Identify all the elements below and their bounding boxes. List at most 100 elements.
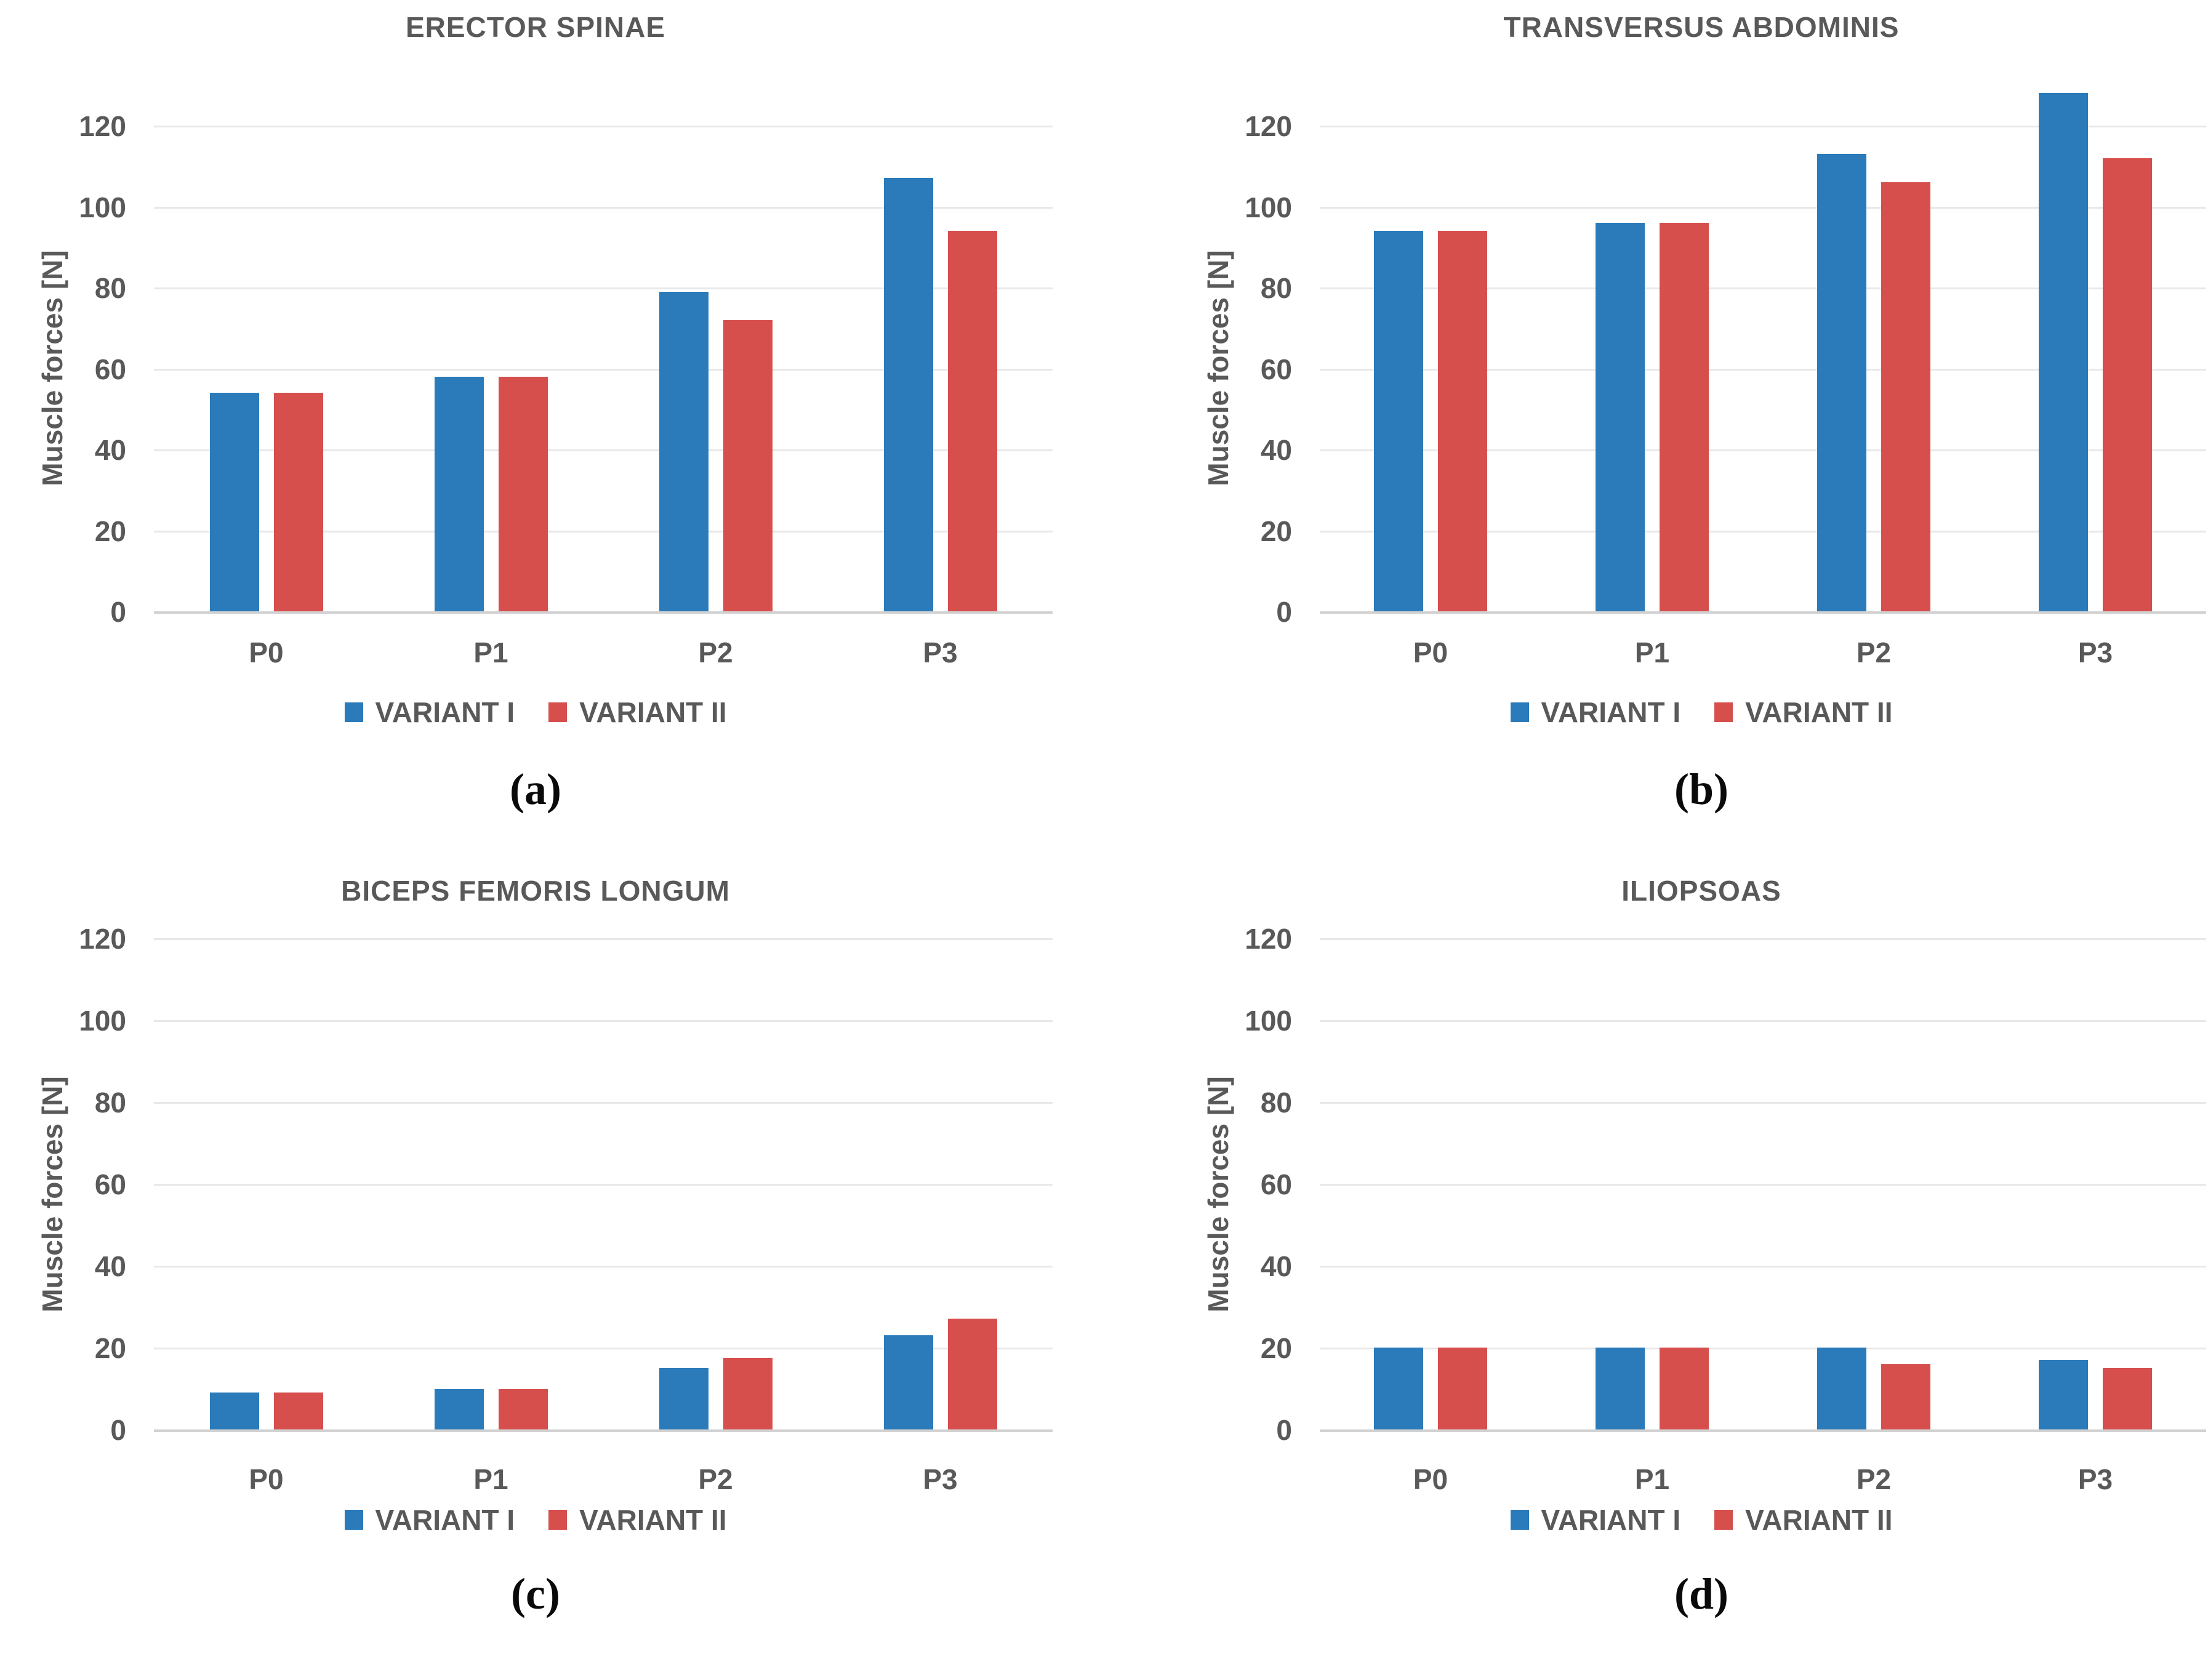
- bar-variant-i-p0: [1374, 1348, 1423, 1429]
- x-category-label: P2: [1856, 1463, 1892, 1495]
- x-category-label: P1: [1634, 637, 1670, 669]
- gridline: [1320, 449, 2206, 451]
- legend-label: VARIANT II: [1745, 696, 1893, 728]
- chart-biceps-femoris-longum: BICEPS FEMORIS LONGUM Muscle forces [N] …: [0, 850, 1104, 1680]
- y-tick-label: 0: [1276, 596, 1292, 628]
- y-tick-label: 80: [94, 272, 126, 304]
- legend-swatch-icon: [344, 702, 363, 722]
- legend-swatch-icon: [548, 1510, 568, 1530]
- x-axis-line: [154, 1429, 1053, 1432]
- legend: VARIANT I VARIANT II: [1166, 1503, 2208, 1537]
- x-category-label: P0: [1413, 637, 1448, 669]
- gridline: [1320, 530, 2206, 533]
- x-category-label: P2: [1856, 637, 1892, 669]
- y-tick-label: 100: [79, 1005, 126, 1037]
- y-tick-label: 40: [94, 434, 126, 466]
- bar-variant-i-p0: [209, 392, 259, 611]
- y-tick-label: 20: [1260, 1332, 1292, 1364]
- bar-variant-i-p0: [1374, 230, 1423, 611]
- gridline: [1320, 1266, 2206, 1268]
- bar-variant-i-p1: [434, 376, 484, 611]
- legend-swatch-icon: [1510, 702, 1529, 722]
- chart-caption: (d): [1674, 1569, 1728, 1618]
- y-tick-label: 80: [1260, 272, 1292, 304]
- gridline: [1320, 126, 2206, 127]
- y-tick-label: 60: [94, 353, 126, 385]
- x-category-label: P1: [473, 637, 508, 669]
- bar-variant-ii-p3: [947, 230, 997, 611]
- bar-variant-i-p3: [2039, 1359, 2088, 1429]
- x-category-label: P3: [2078, 1463, 2113, 1495]
- bar-variant-ii-p2: [1881, 1364, 1930, 1429]
- chart-iliopsoas: ILIOPSOAS Muscle forces [N] VARIANT I VAR…: [1104, 850, 2208, 1680]
- legend-swatch-icon: [1714, 1510, 1733, 1530]
- gridline: [1320, 938, 2206, 940]
- gridline: [154, 287, 1053, 289]
- gridline: [1320, 368, 2206, 371]
- bar-variant-i-p3: [2039, 93, 2088, 611]
- bar-variant-ii-p2: [723, 320, 773, 611]
- legend-item: VARIANT I: [1510, 1503, 1681, 1537]
- legend-item: VARIANT II: [1714, 696, 1892, 729]
- y-tick-label: 120: [1245, 110, 1292, 142]
- bar-variant-ii-p1: [498, 376, 548, 611]
- legend-item: VARIANT I: [344, 696, 515, 729]
- chart-title: ILIOPSOAS: [1621, 875, 1781, 907]
- legend-swatch-icon: [1714, 702, 1733, 722]
- x-category-label: P0: [1413, 1463, 1448, 1495]
- x-axis-line: [154, 611, 1053, 614]
- gridline: [1320, 1102, 2206, 1104]
- legend-label: VARIANT I: [375, 1504, 515, 1536]
- bar-variant-ii-p0: [273, 1393, 323, 1429]
- y-tick-label: 40: [1260, 434, 1292, 466]
- x-category-label: P1: [1634, 1463, 1670, 1495]
- y-tick-label: 20: [94, 1332, 126, 1364]
- legend: VARIANT I VARIANT II: [0, 696, 1071, 729]
- chart-title: TRANSVERSUS ABDOMINIS: [1503, 11, 1900, 43]
- bar-variant-ii-p2: [723, 1357, 773, 1429]
- y-tick-label: 40: [94, 1250, 126, 1282]
- gridline: [1320, 1020, 2206, 1022]
- legend: VARIANT I VARIANT II: [0, 1503, 1071, 1537]
- y-tick-label: 0: [110, 596, 126, 628]
- legend-swatch-icon: [1510, 1510, 1529, 1530]
- bar-variant-i-p2: [1817, 154, 1866, 611]
- bar-variant-ii-p0: [273, 392, 323, 611]
- gridline: [1320, 1184, 2206, 1186]
- legend-item: VARIANT I: [344, 1503, 515, 1537]
- y-tick-label: 0: [1276, 1414, 1292, 1446]
- bar-variant-i-p3: [883, 1335, 933, 1429]
- legend-label: VARIANT I: [1541, 1504, 1681, 1536]
- y-tick-label: 60: [1260, 353, 1292, 385]
- y-tick-label: 100: [1245, 191, 1292, 223]
- bar-variant-i-p1: [1596, 1348, 1645, 1429]
- bar-variant-ii-p3: [947, 1319, 997, 1429]
- chart-caption: (b): [1674, 765, 1728, 814]
- y-tick-label: 20: [94, 515, 126, 547]
- bar-variant-ii-p1: [1660, 222, 1709, 611]
- x-category-label: P3: [923, 1463, 958, 1495]
- y-tick-label: 120: [79, 923, 126, 955]
- legend-item: VARIANT II: [548, 1503, 726, 1537]
- y-tick-label: 40: [1260, 1250, 1292, 1282]
- gridline: [154, 530, 1053, 533]
- bar-variant-ii-p3: [2103, 1368, 2152, 1429]
- gridline: [154, 1102, 1053, 1104]
- x-axis-line: [1320, 611, 2206, 614]
- x-category-label: P3: [923, 637, 958, 669]
- x-category-label: P2: [698, 637, 733, 669]
- bar-variant-i-p2: [1817, 1348, 1866, 1429]
- legend-item: VARIANT II: [548, 696, 726, 729]
- bar-variant-ii-p1: [1660, 1348, 1709, 1429]
- bar-variant-ii-p1: [498, 1388, 548, 1429]
- legend-label: VARIANT II: [579, 1504, 727, 1536]
- x-category-label: P0: [249, 637, 284, 669]
- y-tick-label: 20: [1260, 515, 1292, 547]
- gridline: [154, 126, 1053, 127]
- gridline: [154, 449, 1053, 451]
- x-category-label: P3: [2078, 637, 2113, 669]
- bar-variant-ii-p0: [1438, 230, 1487, 611]
- bar-variant-i-p2: [659, 1368, 709, 1429]
- chart-title: BICEPS FEMORIS LONGUM: [341, 875, 730, 907]
